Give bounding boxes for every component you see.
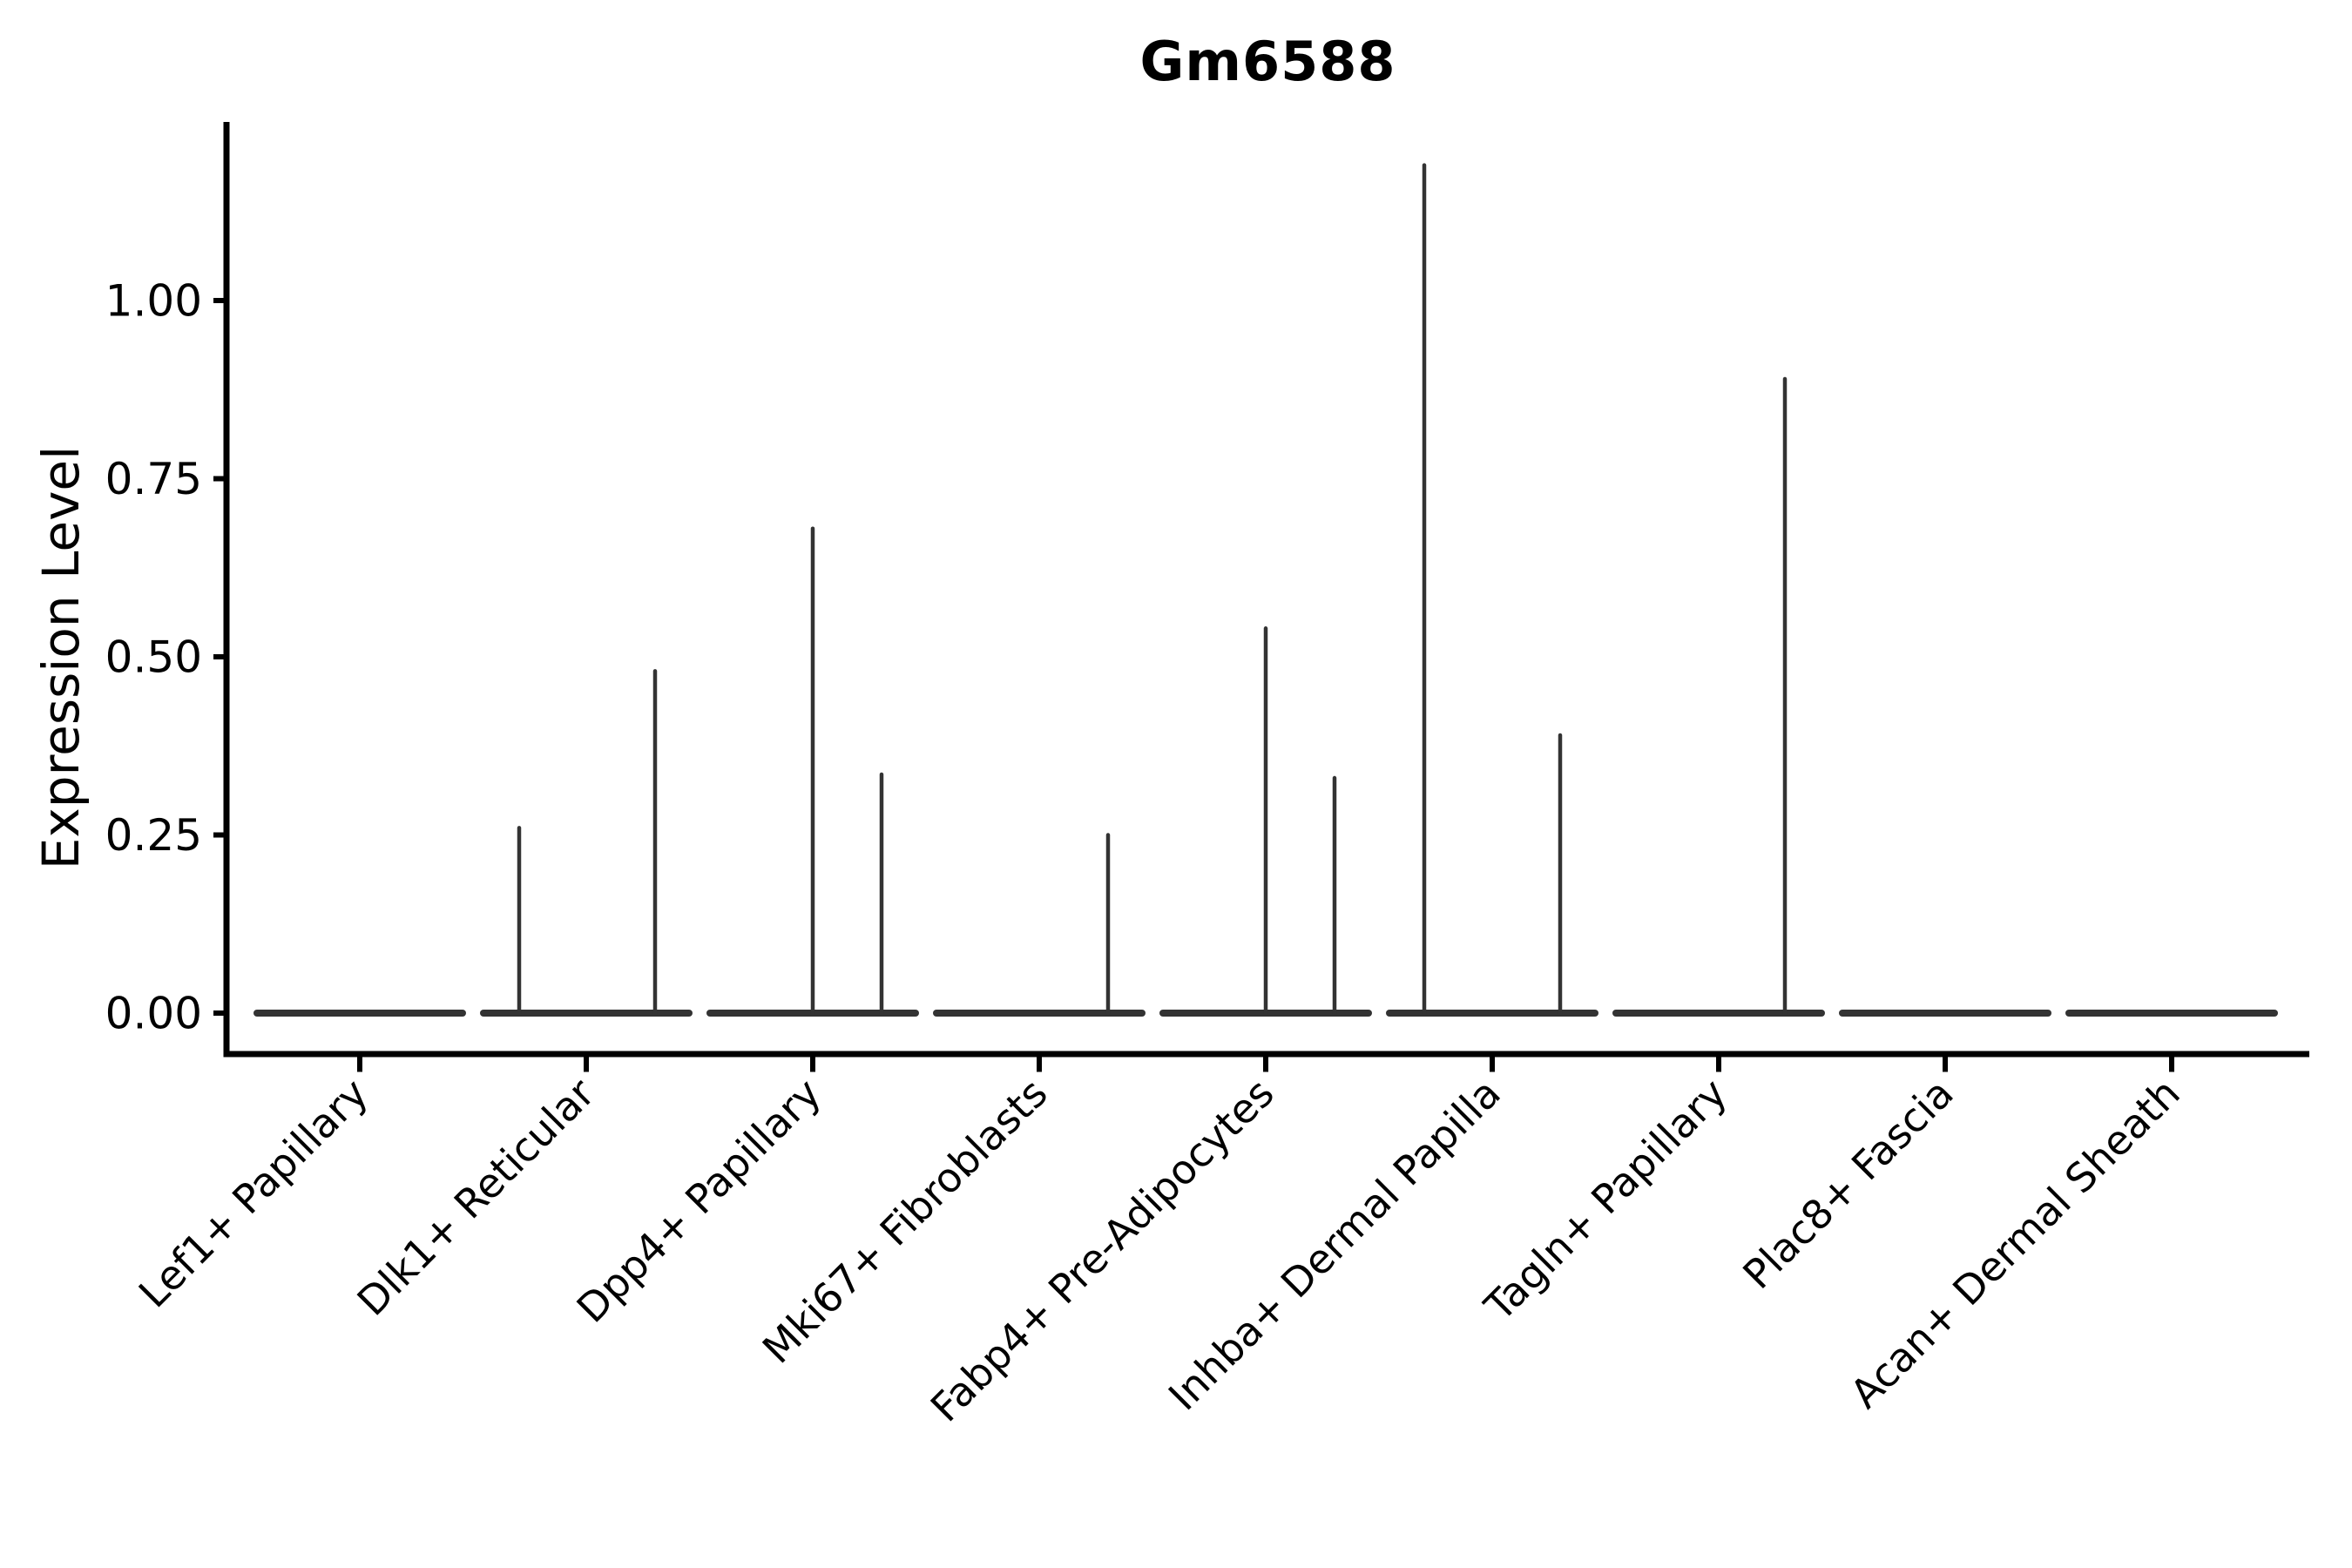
x-tick-label: Tagln+ Papillary	[1475, 1070, 1736, 1331]
y-tick-label: 0.25	[105, 810, 202, 861]
chart-title: Gm6588	[1139, 30, 1396, 93]
y-tick-label: 0.50	[105, 632, 202, 683]
y-tick-label: 0.75	[105, 454, 202, 504]
y-tick-label: 0.00	[105, 989, 202, 1039]
x-tick-label: Lef1+ Papillary	[130, 1070, 377, 1317]
y-tick-label: 1.00	[105, 276, 202, 327]
x-tick-label: Plac8+ Fascia	[1734, 1070, 1962, 1298]
x-tick-label: Dlk1+ Reticular	[348, 1070, 604, 1325]
x-tick-label: Dpp4+ Papillary	[568, 1070, 830, 1332]
